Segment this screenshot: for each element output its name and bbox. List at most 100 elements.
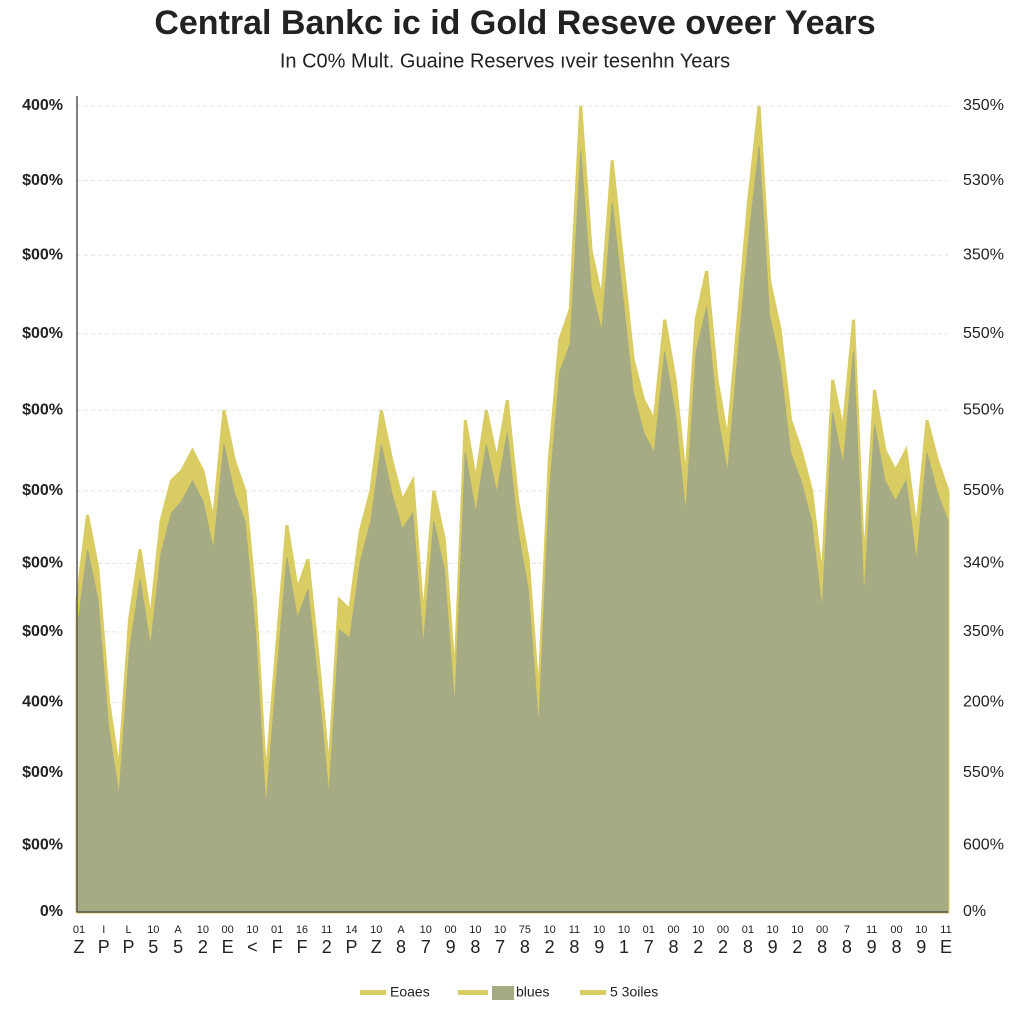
y-tick-label: $00% <box>22 764 63 781</box>
y-tick-label: $00% <box>22 837 63 854</box>
x-tick-label: 00 <box>222 924 234 936</box>
y-tick-label: $00% <box>22 623 63 640</box>
x-tick-label: P <box>345 937 357 957</box>
x-tick-label: 10 <box>766 924 778 936</box>
y-tick-label: 0% <box>40 903 63 920</box>
x-tick-label: 9 <box>916 937 926 957</box>
y2-tick-label: 600% <box>963 837 1004 854</box>
y2-tick-label: 530% <box>963 172 1004 189</box>
area <box>76 146 949 913</box>
x-tick-label: 10 <box>791 924 803 936</box>
y-tick-label: $00% <box>22 246 63 263</box>
x-tick-label: 10 <box>197 924 209 936</box>
x-tick-label: 10 <box>370 924 382 936</box>
x-tick-label: 1 <box>619 937 629 957</box>
x-tick-label: 8 <box>842 937 852 957</box>
x-tick-label: 01 <box>643 924 655 936</box>
x-tick-label: 00 <box>667 924 679 936</box>
y2-tick-label: 550% <box>963 482 1004 499</box>
x-tick-label: F <box>272 937 283 957</box>
y2-tick-label: 350% <box>963 246 1004 263</box>
x-tick-label: 01 <box>742 924 754 936</box>
x-tick-label: 10 <box>420 924 432 936</box>
x-tick-label: 01 <box>73 924 85 936</box>
x-tick-label: 11 <box>866 924 877 936</box>
y2-tick-label: 550% <box>963 325 1004 342</box>
y-tick-label: $00% <box>22 172 63 189</box>
y2-tick-label: 550% <box>963 401 1004 418</box>
x-tick-label: 8 <box>470 937 480 957</box>
chart-title: Central Bankc ic id Gold Reseve oveer Ye… <box>154 4 875 42</box>
x-tick-label: 10 <box>494 924 506 936</box>
legend-label: Eoaes <box>390 984 430 1000</box>
x-tick-label: P <box>123 937 135 957</box>
x-tick-label: 00 <box>444 924 456 936</box>
x-tick-label: 10 <box>618 924 630 936</box>
x-tick-label: 7 <box>421 937 431 957</box>
y-tick-label: 400% <box>22 694 63 711</box>
legend-label: 5 3oiles <box>610 984 658 1000</box>
y-tick-label: $00% <box>22 555 63 572</box>
x-tick-label: 2 <box>718 937 728 957</box>
x-tick-label: 8 <box>520 937 530 957</box>
x-tick-label: 8 <box>669 937 679 957</box>
x-tick-label: 10 <box>246 924 258 936</box>
x-tick-label: 5 <box>148 937 158 957</box>
x-tick-label: 10 <box>593 924 605 936</box>
x-tick-label: 14 <box>345 924 357 936</box>
x-tick-label: A <box>174 924 182 936</box>
x-tick-label: P <box>98 937 110 957</box>
x-tick-label: 00 <box>816 924 828 936</box>
x-tick-label: 7 <box>844 924 850 936</box>
x-tick-label: 8 <box>396 937 406 957</box>
x-tick-label: 2 <box>322 937 332 957</box>
x-tick-label: 8 <box>569 937 579 957</box>
y2-tick-label: 0% <box>963 903 986 920</box>
y-tick-label: $00% <box>22 482 63 499</box>
legend-swatch <box>580 990 606 995</box>
x-tick-label: 10 <box>915 924 927 936</box>
x-tick-label: 11 <box>569 924 580 936</box>
x-tick-label: 2 <box>792 937 802 957</box>
chart-subtitle: In C0% Mult. Guaine Reserves ıveir tesen… <box>280 50 730 72</box>
legend-swatch <box>360 990 386 995</box>
y2-tick-label: 550% <box>963 764 1004 781</box>
x-tick-label: 75 <box>519 924 531 936</box>
x-tick-label: Z <box>371 937 382 957</box>
y-tick-label: 400% <box>22 97 63 114</box>
x-tick-label: 00 <box>717 924 729 936</box>
x-tick-label: 7 <box>495 937 505 957</box>
x-tick-label: E <box>222 937 234 957</box>
x-tick-label: 7 <box>644 937 654 957</box>
x-tick-label: L <box>125 924 131 936</box>
x-tick-label: Z <box>74 937 85 957</box>
y2-tick-label: 200% <box>963 694 1004 711</box>
x-tick-label: 2 <box>693 937 703 957</box>
x-tick-label: 8 <box>891 937 901 957</box>
x-tick-label: I <box>102 924 105 936</box>
x-tick-label: 2 <box>545 937 555 957</box>
x-tick-label: 00 <box>890 924 902 936</box>
y-tick-label: $00% <box>22 325 63 342</box>
x-tick-label: 16 <box>296 924 308 936</box>
legend-swatch <box>458 990 488 995</box>
x-tick-label: 10 <box>692 924 704 936</box>
y2-tick-label: 340% <box>963 555 1004 572</box>
x-tick-label: 2 <box>198 937 208 957</box>
y2-tick-label: 350% <box>963 623 1004 640</box>
x-tick-label: 9 <box>867 937 877 957</box>
x-tick-label: 01 <box>271 924 283 936</box>
x-tick-label: F <box>296 937 307 957</box>
y-tick-label: $00% <box>22 401 63 418</box>
x-tick-label: 10 <box>147 924 159 936</box>
x-tick-label: 9 <box>594 937 604 957</box>
x-tick-label: 8 <box>817 937 827 957</box>
x-tick-label: 11 <box>940 924 951 936</box>
x-tick-label: A <box>397 924 405 936</box>
x-tick-label: 10 <box>469 924 481 936</box>
x-tick-label: 8 <box>743 937 753 957</box>
legend-swatch <box>492 986 514 1000</box>
x-tick-label: 11 <box>321 924 332 936</box>
x-tick-label: 10 <box>544 924 556 936</box>
